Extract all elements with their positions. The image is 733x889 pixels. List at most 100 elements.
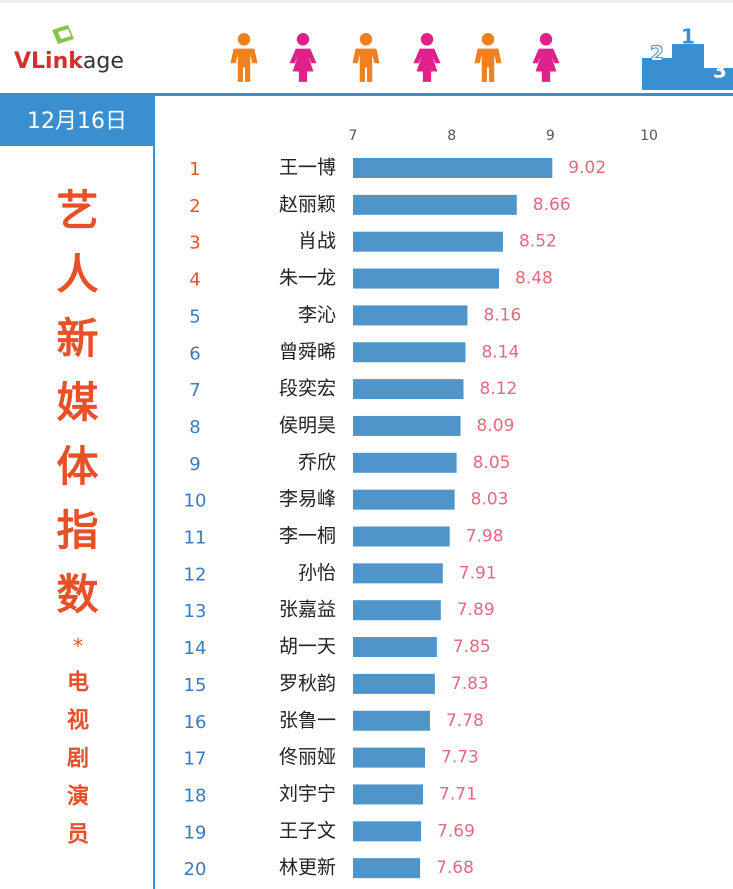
female-icon	[289, 33, 317, 82]
rank: 10	[184, 491, 207, 512]
category-label: 张鲁一	[279, 709, 336, 731]
panel-divider	[153, 146, 155, 889]
bar	[353, 452, 457, 473]
value-label: 7.98	[466, 527, 504, 547]
bar	[353, 710, 430, 731]
rank: 13	[184, 601, 207, 622]
category-label: 李沁	[298, 304, 336, 326]
logo-part: age	[83, 49, 124, 74]
category-label: 赵丽颖	[279, 193, 336, 215]
value-label: 7.85	[453, 637, 491, 657]
bar	[353, 305, 468, 326]
male-icon	[474, 33, 502, 82]
bar	[353, 858, 421, 879]
value-label: 8.14	[481, 342, 519, 362]
category-label: 佟丽娅	[279, 746, 336, 768]
podium	[642, 58, 672, 90]
bar	[353, 821, 422, 842]
category-label: 朱一龙	[279, 267, 336, 289]
category-label: 李易峰	[279, 488, 336, 510]
bar	[353, 784, 424, 805]
value-label: 7.89	[457, 600, 495, 620]
logo-part: VLink	[14, 49, 84, 74]
value-label: 8.03	[471, 490, 509, 510]
rank: 6	[189, 343, 200, 364]
bar	[353, 600, 441, 621]
rank: 2	[189, 196, 200, 217]
category-label: 肖战	[298, 230, 336, 252]
category-label: 胡一天	[279, 636, 336, 658]
value-label: 8.16	[483, 305, 521, 325]
value-label: 8.66	[533, 195, 571, 215]
bar	[353, 526, 450, 547]
bar	[353, 637, 437, 658]
category-label: 孙怡	[298, 562, 336, 584]
logo: VLinkage	[14, 49, 124, 74]
header-rule	[0, 93, 733, 96]
bar	[353, 158, 553, 178]
category-label: 刘宇宁	[279, 783, 336, 805]
category-label: 罗秋韵	[279, 672, 336, 694]
bar	[353, 342, 466, 363]
bar	[353, 415, 461, 436]
category-label: 李一桐	[279, 525, 336, 547]
value-label: 7.68	[436, 858, 474, 878]
value-label: 8.52	[519, 232, 557, 252]
chart-subtitle: 电视剧演员	[63, 670, 88, 860]
date: 12月16日	[27, 109, 127, 134]
bar	[353, 194, 517, 215]
rank: 8	[189, 417, 200, 438]
rank: 16	[184, 712, 207, 733]
value-label: 9.02	[568, 158, 606, 178]
male-icon	[352, 33, 380, 82]
female-icon	[413, 33, 441, 82]
title-marker: *	[66, 634, 90, 658]
rank: 7	[189, 380, 200, 401]
bar	[353, 563, 443, 584]
value-label: 7.71	[439, 784, 477, 804]
podium-label: 3	[713, 59, 727, 83]
male-icon	[230, 33, 258, 82]
chart-title: 艺人新媒体指数	[50, 188, 99, 636]
podium	[704, 68, 733, 90]
category-label: 张嘉益	[279, 599, 336, 621]
podium-label: 1	[681, 25, 695, 49]
category-label: 段奕宏	[279, 378, 336, 400]
logo-icon-inner	[58, 29, 71, 39]
x-tick-label: 7	[349, 128, 358, 144]
rank: 3	[189, 233, 200, 254]
category-label: 王一博	[279, 157, 336, 179]
value-label: 8.05	[473, 453, 511, 473]
podium	[672, 44, 704, 90]
bar	[353, 489, 455, 510]
rank: 4	[189, 270, 200, 291]
x-tick-label: 9	[546, 128, 555, 144]
rank: 11	[184, 528, 207, 549]
bar	[353, 673, 435, 694]
rank: 17	[184, 749, 207, 770]
value-label: 8.12	[480, 379, 518, 399]
value-label: 8.09	[477, 416, 515, 436]
value-label: 8.48	[515, 269, 553, 289]
rank: 12	[184, 564, 207, 585]
female-icon	[532, 33, 560, 82]
rank: 14	[184, 638, 207, 659]
rank: 19	[184, 822, 207, 843]
value-label: 7.69	[437, 821, 475, 841]
category-label: 王子文	[279, 820, 336, 842]
bar	[353, 379, 464, 400]
category-label: 侯明昊	[279, 414, 336, 436]
rank: 20	[184, 859, 207, 880]
rank: 15	[184, 675, 207, 696]
rank: 1	[189, 159, 200, 180]
bar	[353, 231, 503, 252]
category-label: 林更新	[279, 857, 336, 879]
category-label: 乔欣	[298, 451, 336, 473]
value-label: 7.91	[459, 563, 497, 583]
top-border	[0, 0, 733, 3]
x-tick-label: 10	[640, 128, 658, 144]
value-label: 7.73	[441, 748, 479, 768]
rank: 18	[184, 785, 207, 806]
